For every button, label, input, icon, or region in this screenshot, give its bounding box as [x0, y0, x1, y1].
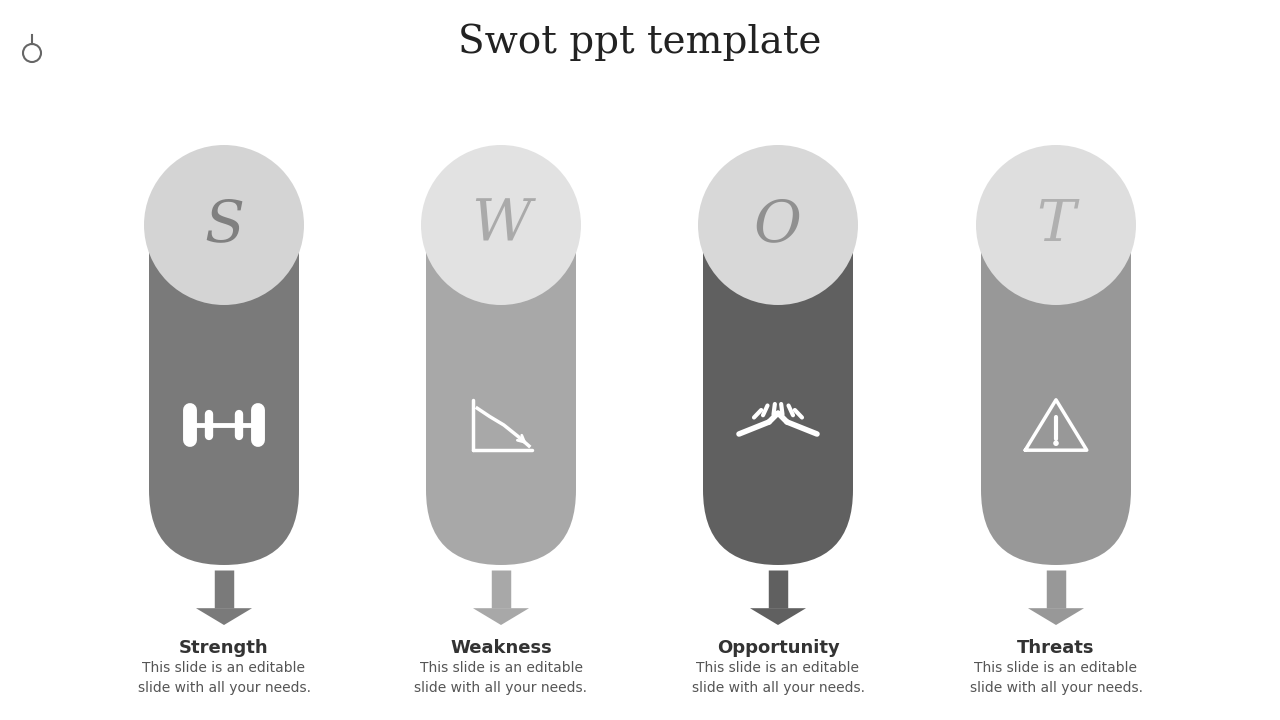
- Text: W: W: [471, 197, 531, 253]
- Polygon shape: [750, 608, 806, 625]
- Circle shape: [143, 145, 305, 305]
- Text: This slide is an editable
slide with all your needs.: This slide is an editable slide with all…: [969, 661, 1143, 696]
- Text: T: T: [1037, 197, 1075, 253]
- Text: This slide is an editable
slide with all your needs.: This slide is an editable slide with all…: [415, 661, 588, 696]
- Polygon shape: [1028, 608, 1084, 625]
- FancyBboxPatch shape: [426, 160, 576, 565]
- Text: This slide is an editable
slide with all your needs.: This slide is an editable slide with all…: [691, 661, 864, 696]
- Text: Swot ppt template: Swot ppt template: [458, 23, 822, 60]
- Text: O: O: [754, 197, 803, 253]
- FancyBboxPatch shape: [148, 160, 300, 565]
- Text: Opportunity: Opportunity: [717, 639, 840, 657]
- Polygon shape: [196, 608, 252, 625]
- Text: Threats: Threats: [1018, 639, 1094, 657]
- Circle shape: [421, 145, 581, 305]
- Circle shape: [977, 145, 1137, 305]
- FancyBboxPatch shape: [703, 160, 852, 565]
- FancyBboxPatch shape: [980, 160, 1132, 565]
- Text: Strength: Strength: [179, 639, 269, 657]
- Text: Weakness: Weakness: [451, 639, 552, 657]
- Circle shape: [698, 145, 858, 305]
- Circle shape: [1053, 441, 1059, 446]
- Text: S: S: [204, 197, 244, 253]
- Polygon shape: [474, 608, 529, 625]
- Text: This slide is an editable
slide with all your needs.: This slide is an editable slide with all…: [137, 661, 311, 696]
